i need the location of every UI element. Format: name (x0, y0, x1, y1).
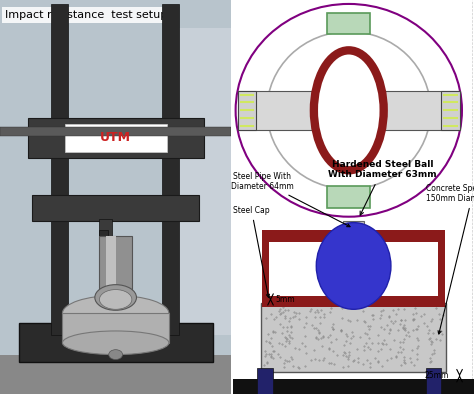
Bar (100, 230, 108, 246)
Bar (0, 355, 231, 394)
Bar (238, 91, 256, 130)
Text: 5mm: 5mm (276, 295, 295, 304)
Ellipse shape (95, 284, 137, 310)
Bar (262, 230, 269, 307)
Bar (262, 296, 445, 307)
Ellipse shape (316, 223, 391, 309)
Ellipse shape (109, 350, 123, 359)
Bar (438, 230, 445, 307)
Ellipse shape (100, 290, 132, 309)
Text: Impact resistance  test setup: Impact resistance test setup (5, 10, 167, 20)
Bar (28, 118, 203, 158)
Bar (233, 379, 474, 394)
Bar (327, 13, 371, 35)
Bar (238, 91, 460, 130)
Bar (65, 124, 166, 152)
Bar (18, 323, 213, 362)
Bar (441, 91, 460, 130)
Bar (343, 221, 365, 242)
Bar (261, 303, 447, 372)
Ellipse shape (236, 4, 462, 217)
Text: Steel Cap: Steel Cap (233, 206, 270, 297)
Bar (257, 368, 273, 394)
Text: Concrete Specimen With
150mm Diameter: Concrete Specimen With 150mm Diameter (426, 184, 474, 334)
Bar (63, 313, 169, 343)
Bar (166, 28, 231, 335)
Text: Steel Pipe With
Diameter 64mm: Steel Pipe With Diameter 64mm (231, 172, 350, 227)
Ellipse shape (63, 331, 169, 355)
Bar (51, 4, 68, 335)
Bar (327, 186, 371, 208)
Bar (262, 230, 445, 242)
Bar (100, 236, 132, 299)
Text: UTM: UTM (100, 132, 131, 144)
Bar (106, 236, 116, 299)
Text: Hardened Steel Ball
With Diameter 63mm: Hardened Steel Ball With Diameter 63mm (328, 160, 437, 215)
Text: 25mm: 25mm (424, 371, 449, 380)
Bar (426, 368, 441, 394)
Ellipse shape (314, 50, 383, 170)
Bar (0, 127, 231, 136)
Bar (32, 195, 199, 221)
Ellipse shape (63, 296, 169, 331)
Bar (162, 4, 179, 335)
Ellipse shape (267, 32, 431, 189)
Bar (100, 219, 112, 244)
